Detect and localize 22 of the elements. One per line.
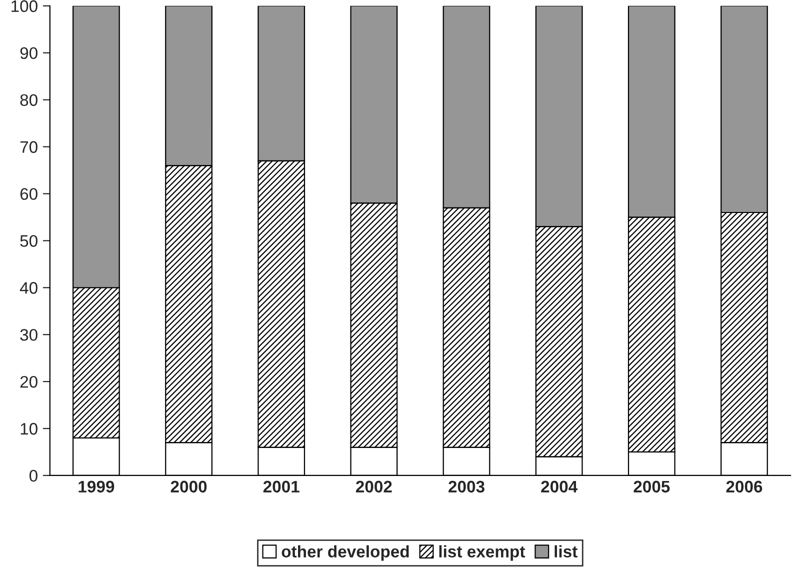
x-tick-label: 2006 [726,480,762,493]
y-tick-label: 100 [12,0,38,12]
y-tick-label: 40 [20,282,38,294]
x-tick-label: 2000 [170,480,207,493]
y-tick-label: 70 [20,141,38,153]
x-tick-label: 2001 [263,480,300,493]
y-tick-label: 10 [20,422,38,435]
x-tick-label: 2004 [541,480,578,493]
y-tick-label: 30 [20,328,38,341]
x-tick-label: 2003 [448,480,484,493]
y-tick-label: 50 [20,235,38,247]
legend-label: list exempt [439,545,526,561]
y-tick-label: 20 [20,376,38,388]
y-tick-label: 60 [20,188,38,200]
x-tick-label: 2005 [634,480,670,493]
y-tick-label: 90 [20,47,38,60]
legend-label: list [554,545,578,558]
legend-label: other developed [282,545,409,561]
y-tick-label: 80 [20,94,38,106]
x-tick-label: 1999 [78,480,114,493]
x-tick-label: 2002 [356,480,392,493]
y-tick-label: 0 [29,470,38,482]
